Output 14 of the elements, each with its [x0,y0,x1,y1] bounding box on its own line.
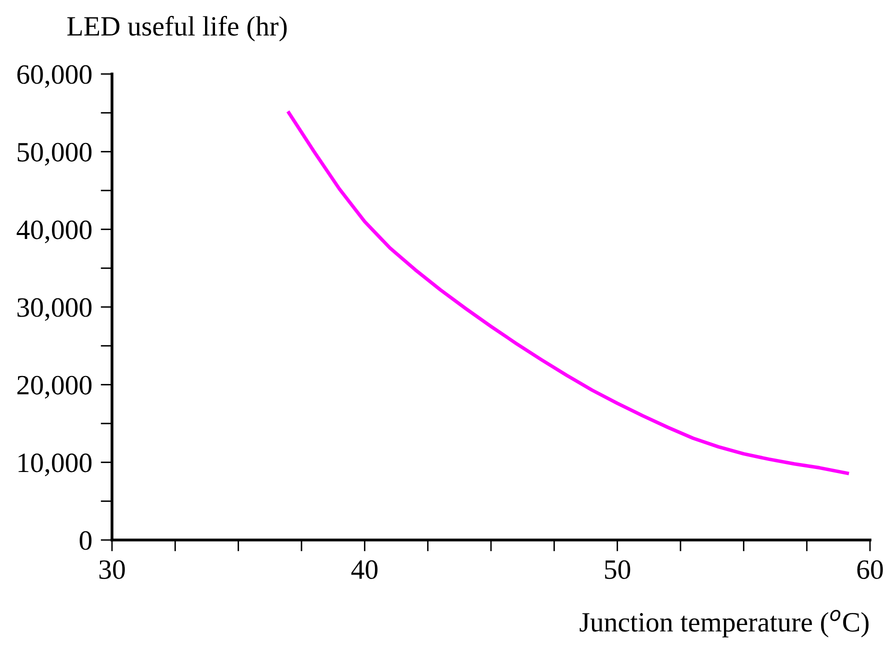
x-tick-label: 40 [351,560,378,579]
y-tick-label: 10,000 [18,454,92,476]
y-tick-label: 30,000 [17,298,92,321]
x-axis-title: Junction temperature ($^{o}$C) [580,610,869,638]
x-tick-label: 30 [99,560,125,579]
y-tick-label: 40,000 [16,220,92,244]
x-tick-label: 50 [605,560,630,579]
y-axis-title: LED useful life (hr) [67,16,287,42]
y-tick-label: 0 [80,531,92,550]
y-tick-label: 50,000 [18,142,92,166]
x-tick-label: 60 [857,560,883,579]
y-tick-label: 20,000 [17,376,92,399]
y-tick-label: 60,000 [17,65,92,88]
line-series [287,111,849,475]
